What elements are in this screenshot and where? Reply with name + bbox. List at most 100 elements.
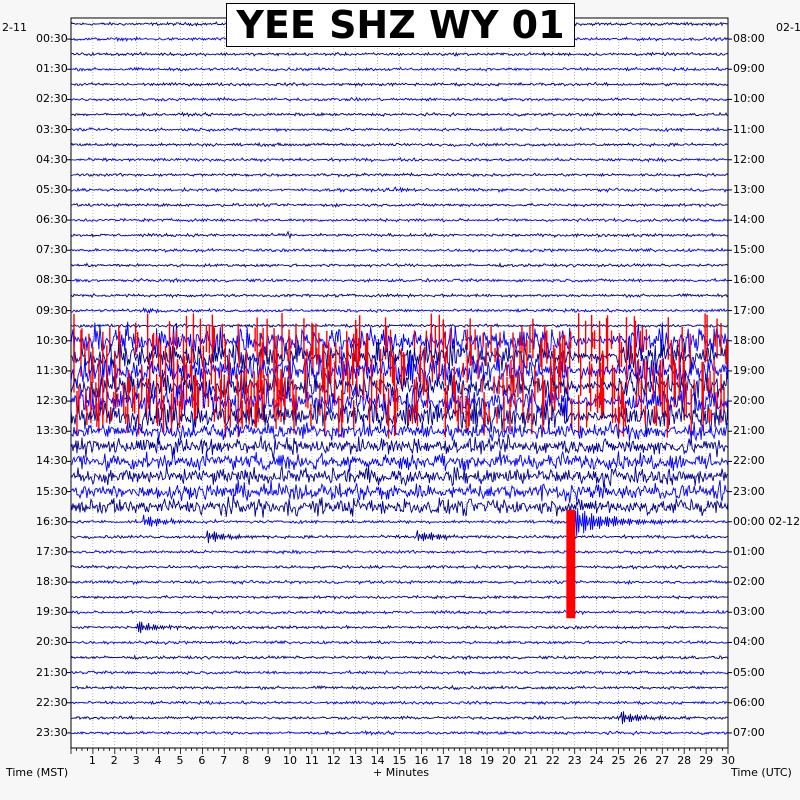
chart-title: YEE SHZ WY 01 <box>226 3 575 47</box>
x-tick-label: 13 <box>348 754 363 767</box>
seismogram-trace <box>70 549 729 555</box>
left-time-label: 13:30 <box>36 424 68 438</box>
left-time-label: 06:30 <box>36 213 68 227</box>
seismogram-trace <box>70 729 729 736</box>
right-corner-date: 02-1 <box>776 21 800 34</box>
plot-frame <box>70 17 729 749</box>
seismogram-trace <box>70 186 729 194</box>
x-tick-label: 12 <box>326 754 341 767</box>
x-tick-label: 30 <box>721 754 735 767</box>
x-tick-label: 24 <box>589 754 604 767</box>
seismogram-trace <box>70 506 729 536</box>
left-time-label: 18:30 <box>36 575 68 589</box>
x-axis-label: + Minutes <box>373 766 430 779</box>
right-time-label: 07:00 <box>733 725 765 739</box>
seismogram-trace <box>70 262 729 268</box>
seismogram-trace <box>70 292 729 299</box>
x-tick-label: 26 <box>633 754 648 767</box>
seismogram-trace <box>70 277 729 284</box>
seismogram-trace <box>70 322 729 329</box>
x-tick-label: 7 <box>220 754 228 767</box>
right-time-label: 16:00 <box>733 273 765 287</box>
x-tick-label: 9 <box>264 754 272 767</box>
seismogram-trace <box>70 66 729 72</box>
clipped-earthquake-marker <box>566 509 576 619</box>
seismogram-trace <box>70 684 728 691</box>
x-tick-label: 6 <box>198 754 206 767</box>
seismogram-trace <box>70 609 729 616</box>
seismogram-trace <box>70 81 729 87</box>
left-time-label: 07:30 <box>36 243 68 257</box>
left-time-label: 22:30 <box>36 695 68 709</box>
seismogram-trace <box>70 479 729 504</box>
x-tick-label: 15 <box>392 754 407 767</box>
seismogram-trace <box>70 465 729 488</box>
seismogram-trace <box>70 579 729 586</box>
left-time-label: 20:30 <box>36 635 68 649</box>
left-time-label: 03:30 <box>36 122 68 136</box>
seismogram-trace <box>70 669 729 676</box>
right-time-label: 23:00 <box>733 484 765 498</box>
seismogram-trace <box>70 639 729 646</box>
left-time-label: 23:30 <box>36 725 68 739</box>
seismogram-trace <box>70 111 729 118</box>
right-axis-title: Time (UTC) <box>731 766 792 779</box>
seismogram-traces <box>70 21 729 736</box>
seismogram-trace <box>70 654 729 661</box>
right-time-label: 11:00 <box>733 122 765 136</box>
x-tick-label: 3 <box>132 754 140 767</box>
seismogram-trace <box>70 230 729 240</box>
left-time-label: 21:30 <box>36 665 68 679</box>
right-time-label: 14:00 <box>733 213 765 227</box>
x-tick-label: 19 <box>480 754 495 767</box>
right-time-label: 01:00 <box>733 544 765 558</box>
x-tick-label: 23 <box>567 754 582 767</box>
seismogram-trace <box>70 202 729 208</box>
x-tick-label: 22 <box>545 754 560 767</box>
left-time-label: 08:30 <box>36 273 68 287</box>
x-tick-label: 29 <box>699 754 714 767</box>
right-time-label: 19:00 <box>733 363 765 377</box>
left-time-label: 16:30 <box>36 514 68 528</box>
x-tick-label: 20 <box>502 754 516 767</box>
right-time-label: 05:00 <box>733 665 765 679</box>
seismogram-trace <box>70 126 729 133</box>
seismogram-trace <box>70 321 729 360</box>
x-tick-label: 1 <box>88 754 96 767</box>
left-time-label: 17:30 <box>36 544 68 558</box>
left-time-label: 10:30 <box>36 333 68 347</box>
left-axis-title: Time (MST) <box>6 766 69 779</box>
x-tick-label: 25 <box>611 754 626 767</box>
x-tick-label: 4 <box>154 754 162 767</box>
x-axis-ticks <box>67 38 732 754</box>
left-time-label: 01:30 <box>36 62 68 76</box>
seismogram-trace <box>70 306 729 315</box>
seismogram-trace <box>71 338 729 374</box>
right-time-label: 21:00 <box>733 424 765 438</box>
seismogram-trace <box>70 433 729 459</box>
right-time-label: 06:00 <box>733 695 765 709</box>
right-time-label: 09:00 <box>733 62 765 76</box>
x-tick-label: 21 <box>523 754 538 767</box>
seismogram-trace <box>70 96 729 102</box>
seismogram-trace <box>70 418 728 442</box>
seismogram-trace <box>70 621 729 634</box>
seismogram-trace <box>70 594 729 600</box>
left-time-label: 14:30 <box>36 454 68 468</box>
right-time-label: 10:00 <box>733 92 765 106</box>
seismogram-trace <box>70 711 729 725</box>
seismogram-trace <box>70 156 729 163</box>
right-time-label: 13:00 <box>733 182 765 196</box>
seismogram-trace <box>70 700 729 706</box>
right-time-label: 22:00 <box>733 454 765 468</box>
left-time-label: 09:30 <box>36 303 68 317</box>
x-tick-label: 8 <box>242 754 250 767</box>
seismogram-trace <box>70 530 729 544</box>
right-time-label: 18:00 <box>733 333 765 347</box>
x-tick-label: 10 <box>283 754 297 767</box>
left-time-label: 12:30 <box>36 394 68 408</box>
right-time-label: 15:00 <box>733 243 765 257</box>
right-time-label: 02:00 <box>733 575 765 589</box>
x-tick-label: 27 <box>655 754 670 767</box>
